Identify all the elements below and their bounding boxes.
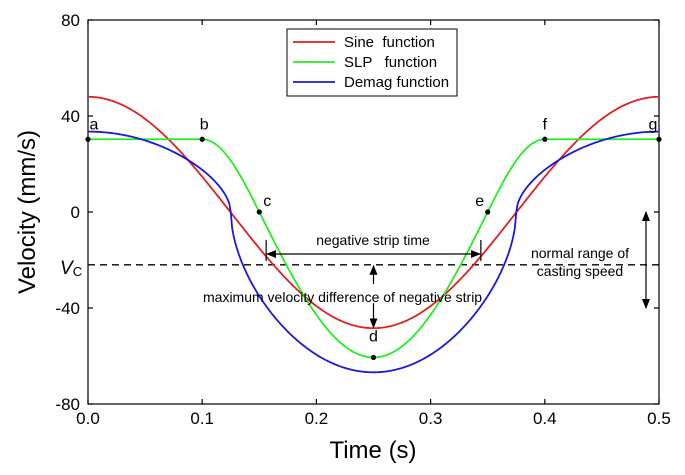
y-tick-label: -40 [55,299,80,318]
normal-range-label-line1: normal range of [531,245,629,261]
point-a-marker [85,136,91,142]
legend-label-slp: SLP function [344,54,437,71]
max-velocity-difference-label: maximum velocity difference of negative … [203,289,482,305]
vc-label: VC [60,258,82,279]
y-axis-ticks: 80 40 0 -40 -80 [55,11,659,414]
legend-label-sine: Sine function [344,34,435,51]
legend: Sine function SLP function Demag functio… [286,28,458,97]
point-g-marker [656,136,662,142]
max-velocity-difference-annotation: maximum velocity difference of negative … [203,264,482,329]
normal-range-label-line2: casting speed [537,263,623,279]
point-g-label: g [649,116,658,133]
x-axis-ticks: 0.0 0.1 0.2 0.3 0.4 0.5 [76,20,671,428]
x-tick-label: 0.4 [533,409,557,428]
x-tick-label: 0.0 [76,409,100,428]
x-tick-label: 0.2 [305,409,329,428]
y-tick-label: 80 [61,11,80,30]
point-d-label: d [369,328,378,345]
demag-function-line [87,130,660,374]
normal-range-annotation: normal range of casting speed [531,211,650,309]
y-tick-label: -80 [55,395,80,414]
y-axis-title: Velocity (mm/s) [14,130,41,294]
point-b-label: b [200,116,209,133]
legend-label-demag: Demag function [344,74,449,91]
point-d-marker [370,354,377,361]
y-tick-label: 40 [61,107,80,126]
x-tick-label: 0.1 [190,409,214,428]
point-f-label: f [543,116,548,133]
point-b-marker [199,136,205,142]
point-f-marker [542,136,548,142]
x-tick-label: 0.3 [419,409,443,428]
x-tick-label: 0.5 [647,409,671,428]
point-e-label: e [475,193,484,210]
negative-strip-time-label: negative strip time [316,232,430,248]
point-e-marker [485,209,491,215]
point-c-marker [256,209,262,215]
key-points: a b c d e f g [85,116,662,361]
negative-strip-time-annotation: negative strip time [265,232,482,261]
point-a-label: a [90,116,99,133]
y-tick-label: 0 [71,203,80,222]
x-axis-title: Time (s) [329,437,416,464]
point-c-label: c [263,193,271,210]
